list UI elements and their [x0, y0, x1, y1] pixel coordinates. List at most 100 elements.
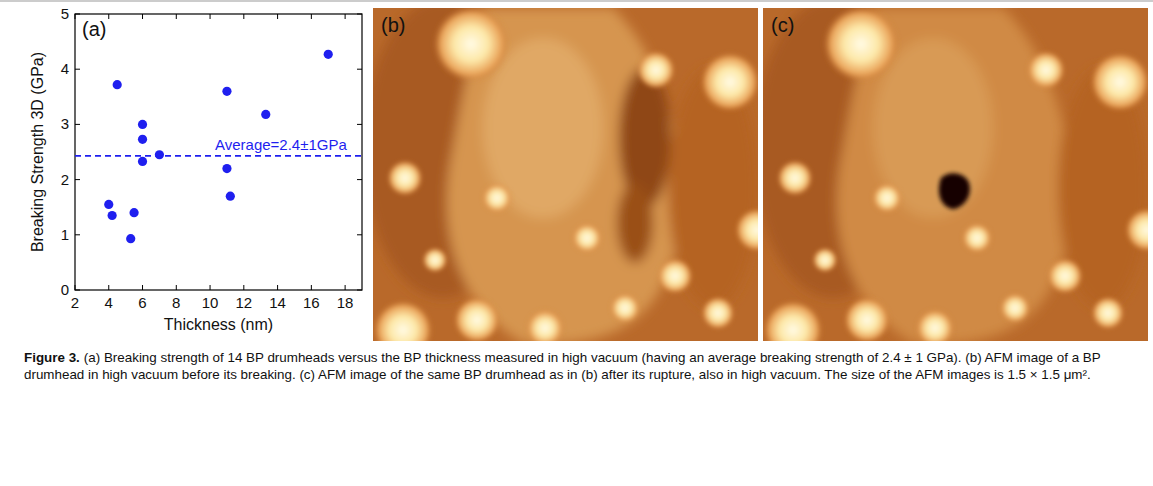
y-axis-title: Breaking Strength 3D (GPa) — [29, 52, 46, 252]
afm-particle — [1090, 52, 1148, 111]
afm-particle — [423, 248, 447, 272]
y-tick-label: 4 — [61, 60, 69, 77]
afm-particle — [844, 297, 890, 341]
data-point — [126, 234, 135, 243]
average-line — [75, 155, 362, 157]
x-tick-label: 16 — [303, 294, 320, 311]
x-tick — [75, 14, 76, 19]
afm-image: (b) — [363, 0, 779, 360]
y-tick-label: 3 — [61, 115, 69, 132]
data-point — [104, 200, 113, 209]
afm-hole — [939, 173, 970, 209]
x-tick — [345, 285, 346, 290]
afm-particle — [872, 183, 902, 213]
afm-particles — [373, 8, 758, 341]
x-tick — [75, 285, 76, 290]
x-tick-label: 18 — [337, 294, 354, 311]
afm-particle — [1092, 297, 1124, 329]
x-tick — [243, 14, 244, 19]
afm-content — [373, 8, 758, 341]
afm-particle — [1125, 208, 1148, 251]
afm-particle — [813, 248, 837, 272]
afm-particle — [1027, 51, 1065, 89]
afm-particle — [657, 258, 692, 293]
y-tick — [357, 69, 362, 70]
afm-particle — [610, 293, 640, 323]
y-tick — [357, 179, 362, 180]
plot-frame — [75, 14, 362, 290]
x-tick — [142, 285, 143, 290]
data-point — [138, 135, 147, 144]
data-point — [226, 192, 235, 201]
afm-image: (c) — [753, 0, 1153, 360]
afm-dark-region — [617, 183, 653, 263]
afm-dark-region — [619, 68, 671, 208]
panel-label: (a) — [82, 18, 106, 40]
afm-particle — [962, 223, 992, 253]
afm-particle — [1047, 258, 1082, 293]
afm-particle — [454, 297, 500, 341]
y-tick-label: 2 — [61, 171, 69, 188]
data-point — [222, 164, 231, 173]
afm-particle — [387, 160, 422, 195]
axes: 24681012141618012345 — [61, 5, 362, 311]
y-tick — [75, 14, 80, 15]
x-tick-label: 4 — [105, 294, 113, 311]
y-tick — [75, 290, 80, 291]
afm-particle — [823, 8, 899, 82]
data-point — [324, 50, 333, 59]
x-tick-label: 14 — [269, 294, 286, 311]
x-axis-title: Thickness (nm) — [164, 316, 273, 333]
afm-particle — [1000, 293, 1030, 323]
plot-data — [75, 50, 362, 244]
y-tick — [357, 14, 362, 15]
x-tick-label: 8 — [172, 294, 180, 311]
data-point — [129, 208, 138, 217]
caption: Figure 3.(a) Breaking strength of 14 BP … — [24, 349, 1136, 383]
data-point — [138, 120, 147, 129]
y-tick — [75, 124, 80, 125]
x-tick — [277, 285, 278, 290]
x-tick-label: 6 — [138, 294, 146, 311]
afm-particle — [373, 300, 432, 341]
y-tick — [357, 234, 362, 235]
afm-particle — [735, 208, 758, 251]
figure: 24681012141618012345Thickness (nm)Breaki… — [0, 0, 1153, 486]
data-point — [155, 150, 164, 159]
x-tick-label: 10 — [202, 294, 219, 311]
y-tick-label: 5 — [61, 5, 69, 22]
y-tick — [357, 124, 362, 125]
y-tick — [357, 290, 362, 291]
afm-particle — [777, 160, 812, 195]
afm-particle — [700, 52, 758, 111]
afm-relief — [763, 8, 1148, 341]
y-tick-label: 1 — [61, 226, 69, 243]
afm-particle — [572, 223, 602, 253]
afm-particle — [433, 8, 509, 82]
x-tick-label: 2 — [71, 294, 79, 311]
data-point — [222, 87, 231, 96]
panel-label: (b) — [381, 14, 405, 36]
afm-particle — [482, 183, 512, 213]
x-tick — [277, 14, 278, 19]
afm-content — [763, 8, 1148, 341]
afm-particle — [526, 309, 564, 341]
x-tick — [210, 14, 211, 19]
afm-particle — [702, 297, 734, 329]
caption-label: Figure 3. — [24, 350, 80, 365]
x-tick — [243, 285, 244, 290]
afm-particle — [916, 309, 954, 341]
x-tick — [108, 14, 109, 19]
annotation: Average=2.4±1GPa — [215, 136, 347, 153]
panel-label: (c) — [771, 14, 794, 36]
x-tick-label: 12 — [235, 294, 252, 311]
x-tick — [345, 14, 346, 19]
y-tick-label: 0 — [61, 281, 69, 298]
y-tick — [75, 179, 80, 180]
x-tick — [108, 285, 109, 290]
top-rule — [0, 1, 1153, 2]
afm-particle — [637, 51, 675, 89]
y-tick — [75, 69, 80, 70]
data-point — [113, 80, 122, 89]
afm-relief — [373, 8, 758, 341]
